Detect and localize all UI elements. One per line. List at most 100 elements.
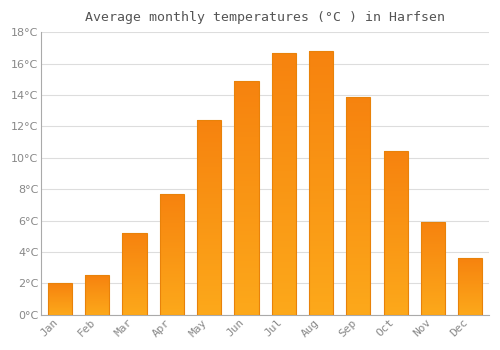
- Bar: [421, 262, 445, 263]
- Bar: [197, 280, 221, 282]
- Bar: [197, 221, 221, 223]
- Bar: [384, 264, 408, 266]
- Bar: [421, 304, 445, 306]
- Bar: [85, 277, 110, 278]
- Bar: [346, 293, 370, 295]
- Bar: [197, 198, 221, 200]
- Bar: [458, 282, 482, 283]
- Bar: [421, 263, 445, 264]
- Bar: [384, 295, 408, 297]
- Bar: [234, 231, 258, 233]
- Bar: [234, 238, 258, 240]
- Bar: [122, 243, 146, 244]
- Bar: [272, 291, 296, 294]
- Bar: [309, 138, 333, 141]
- Bar: [272, 136, 296, 139]
- Bar: [272, 309, 296, 312]
- Bar: [234, 254, 258, 256]
- Bar: [197, 155, 221, 157]
- Bar: [309, 127, 333, 130]
- Bar: [421, 297, 445, 298]
- Bar: [197, 144, 221, 145]
- Bar: [309, 180, 333, 183]
- Bar: [384, 152, 408, 315]
- Bar: [197, 165, 221, 167]
- Bar: [309, 101, 333, 104]
- Bar: [458, 263, 482, 264]
- Bar: [384, 163, 408, 164]
- Bar: [346, 123, 370, 125]
- Bar: [272, 249, 296, 252]
- Bar: [197, 223, 221, 225]
- Bar: [234, 245, 258, 247]
- Bar: [384, 236, 408, 238]
- Bar: [85, 308, 110, 309]
- Bar: [384, 176, 408, 177]
- Bar: [122, 290, 146, 291]
- Bar: [85, 293, 110, 294]
- Bar: [309, 114, 333, 117]
- Bar: [272, 52, 296, 55]
- Bar: [309, 88, 333, 91]
- Bar: [384, 259, 408, 261]
- Bar: [458, 276, 482, 277]
- Bar: [234, 188, 258, 191]
- Bar: [272, 265, 296, 267]
- Bar: [272, 121, 296, 124]
- Bar: [234, 160, 258, 163]
- Bar: [272, 220, 296, 223]
- Bar: [346, 219, 370, 221]
- Bar: [384, 153, 408, 155]
- Bar: [346, 217, 370, 219]
- Bar: [384, 173, 408, 174]
- Bar: [122, 285, 146, 286]
- Bar: [458, 267, 482, 268]
- Bar: [122, 241, 146, 242]
- Bar: [384, 277, 408, 279]
- Bar: [272, 76, 296, 79]
- Bar: [458, 308, 482, 309]
- Bar: [85, 313, 110, 314]
- Bar: [122, 233, 146, 315]
- Bar: [197, 188, 221, 190]
- Bar: [421, 222, 445, 223]
- Bar: [309, 125, 333, 127]
- Bar: [272, 165, 296, 168]
- Bar: [197, 208, 221, 210]
- Bar: [234, 219, 258, 221]
- Bar: [234, 142, 258, 144]
- Bar: [197, 266, 221, 268]
- Title: Average monthly temperatures (°C ) in Harfsen: Average monthly temperatures (°C ) in Ha…: [85, 11, 445, 24]
- Bar: [421, 276, 445, 277]
- Bar: [421, 232, 445, 233]
- Bar: [309, 194, 333, 196]
- Bar: [160, 194, 184, 315]
- Bar: [85, 298, 110, 299]
- Bar: [421, 265, 445, 266]
- Bar: [384, 164, 408, 166]
- Bar: [197, 225, 221, 227]
- Bar: [85, 300, 110, 301]
- Bar: [122, 272, 146, 273]
- Bar: [272, 233, 296, 236]
- Bar: [346, 199, 370, 201]
- Bar: [122, 282, 146, 283]
- Bar: [384, 289, 408, 290]
- Bar: [122, 313, 146, 314]
- Bar: [421, 235, 445, 236]
- Bar: [346, 284, 370, 286]
- Bar: [234, 125, 258, 128]
- Bar: [160, 215, 184, 216]
- Bar: [234, 81, 258, 83]
- Bar: [384, 271, 408, 272]
- Bar: [458, 272, 482, 273]
- Bar: [421, 231, 445, 232]
- Bar: [421, 280, 445, 281]
- Bar: [197, 248, 221, 251]
- Bar: [234, 207, 258, 210]
- Bar: [160, 247, 184, 248]
- Bar: [384, 272, 408, 274]
- Bar: [160, 243, 184, 245]
- Bar: [122, 279, 146, 280]
- Bar: [234, 130, 258, 132]
